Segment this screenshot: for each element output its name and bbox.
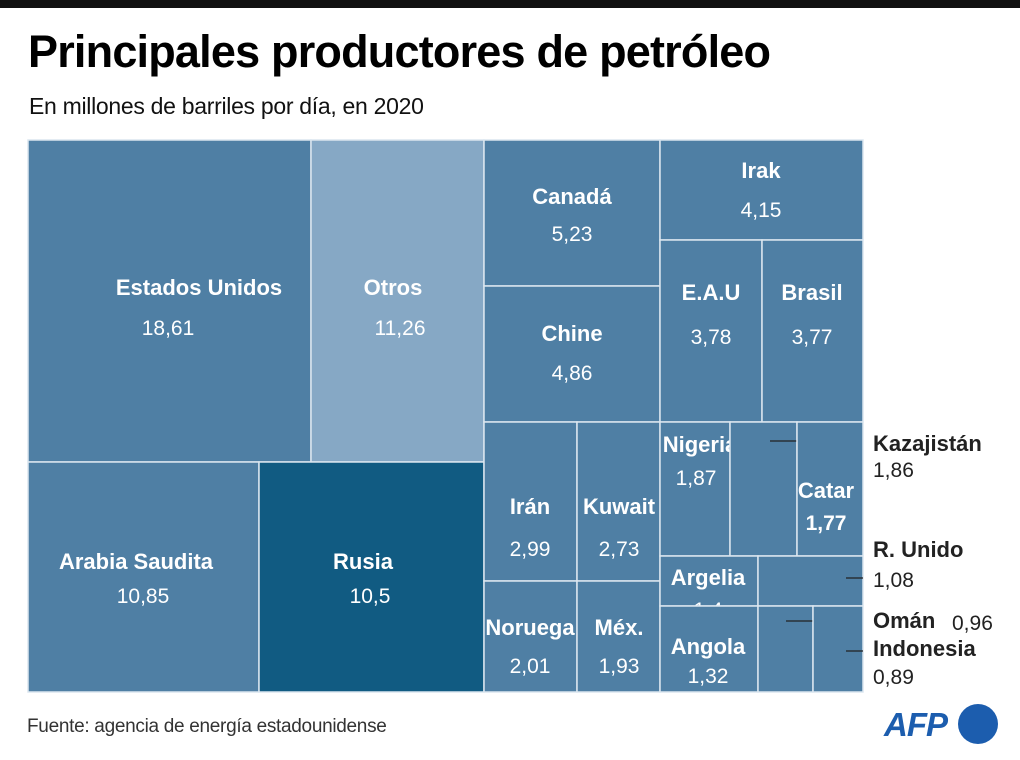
label-e-a-u: E.A.U bbox=[682, 280, 741, 305]
cell-r-unido bbox=[757, 555, 864, 607]
label-catar: Catar bbox=[798, 478, 855, 503]
label-iran: Irán bbox=[510, 494, 550, 519]
cell-arabia-saudita bbox=[27, 461, 260, 693]
label-canada: Canadá bbox=[532, 184, 612, 209]
label-estados-unidos: Estados Unidos bbox=[116, 275, 282, 300]
cell-brasil bbox=[761, 239, 864, 423]
value-iran: 2,99 bbox=[510, 538, 551, 561]
value-otros: 11,26 bbox=[375, 317, 426, 340]
label-rusia: Rusia bbox=[333, 549, 394, 574]
value-estados-unidos: 18,61 bbox=[142, 317, 195, 340]
label-noruega: Noruega bbox=[485, 615, 575, 640]
cell-argelia bbox=[659, 555, 759, 607]
chart-subtitle: En millones de barriles por día, en 2020 bbox=[29, 93, 424, 119]
label-chine: Chine bbox=[541, 321, 602, 346]
value-nigeria: 1,87 bbox=[676, 467, 717, 490]
label-indonesia: Indonesia bbox=[873, 636, 976, 661]
afp-logo-dot bbox=[958, 704, 998, 744]
cell-angola bbox=[659, 605, 759, 693]
value-indonesia: 0,89 bbox=[873, 666, 914, 689]
label-nigeria: Nigeria bbox=[663, 432, 738, 457]
value-noruega: 2,01 bbox=[510, 655, 551, 678]
label-angola: Angola bbox=[671, 634, 746, 659]
value-oman: 0,96 bbox=[952, 612, 993, 635]
cell-estados-unidos bbox=[27, 139, 312, 463]
cell-kazajistan bbox=[729, 421, 798, 557]
chart-title: Principales productores de petróleo bbox=[28, 26, 771, 77]
value-arabia-saudita: 10,85 bbox=[117, 585, 170, 608]
cell-chine bbox=[483, 285, 661, 423]
cell-iran bbox=[483, 421, 578, 582]
cell-e-a-u bbox=[659, 239, 763, 423]
value-catar: 1,77 bbox=[806, 512, 847, 535]
label-kazajistan: Kazajistán bbox=[873, 431, 982, 456]
cell-mex bbox=[576, 580, 661, 693]
label-irak: Irak bbox=[741, 158, 781, 183]
value-angola: 1,32 bbox=[688, 665, 729, 688]
label-kuwait: Kuwait bbox=[583, 494, 656, 519]
value-kazajistan: 1,86 bbox=[873, 459, 914, 482]
value-chine: 4,86 bbox=[552, 362, 593, 385]
label-mex: Méx. bbox=[595, 615, 644, 640]
value-mex: 1,93 bbox=[599, 655, 640, 678]
cell-oman bbox=[757, 605, 814, 693]
cell-catar bbox=[796, 421, 864, 557]
cell-rusia bbox=[258, 461, 485, 693]
value-irak: 4,15 bbox=[741, 199, 782, 222]
cell-irak bbox=[659, 139, 864, 241]
value-canada: 5,23 bbox=[552, 223, 593, 246]
value-e-a-u: 3,78 bbox=[691, 326, 732, 349]
label-oman: Omán bbox=[873, 608, 935, 633]
cell-canada bbox=[483, 139, 661, 287]
afp-logo-text: AFP bbox=[884, 706, 948, 743]
cell-noruega bbox=[483, 580, 578, 693]
value-r-unido: 1,08 bbox=[873, 569, 914, 592]
cell-indonesia bbox=[812, 605, 864, 693]
value-brasil: 3,77 bbox=[792, 326, 833, 349]
source-note: Fuente: agencia de energía estadounidens… bbox=[27, 716, 387, 737]
label-otros: Otros bbox=[364, 275, 423, 300]
value-kuwait: 2,73 bbox=[599, 538, 640, 561]
afp-logo: AFP bbox=[884, 704, 1000, 744]
label-r-unido: R. Unido bbox=[873, 537, 963, 562]
label-arabia-saudita: Arabia Saudita bbox=[59, 549, 214, 574]
label-brasil: Brasil bbox=[781, 280, 842, 305]
top-bar bbox=[0, 0, 1020, 8]
value-rusia: 10,5 bbox=[350, 585, 391, 608]
label-argelia: Argelia bbox=[671, 565, 746, 590]
cell-otros bbox=[310, 139, 485, 463]
